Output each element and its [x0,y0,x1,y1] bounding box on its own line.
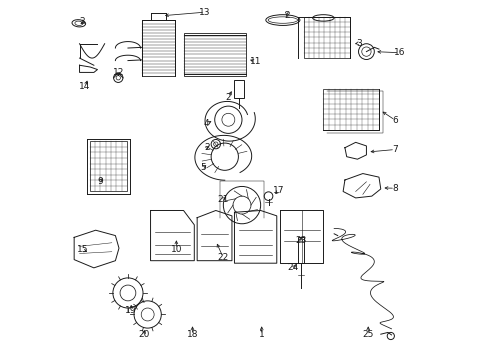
Text: 3: 3 [356,39,362,48]
Bar [233,80,244,98]
Bar [89,141,127,192]
Text: 11: 11 [249,57,261,66]
Bar [297,237,304,263]
Text: 15: 15 [77,246,88,255]
Text: 19: 19 [125,306,136,315]
Bar [142,21,174,76]
Text: 2: 2 [225,93,231,102]
Text: 21: 21 [217,194,228,203]
Text: 9: 9 [97,176,102,185]
Bar [323,89,378,130]
Text: 16: 16 [393,48,405,57]
Text: 5: 5 [200,163,206,172]
Text: 23: 23 [295,237,306,246]
Text: 2: 2 [284,10,289,19]
Text: 2: 2 [203,143,209,152]
Text: 4: 4 [203,119,209,128]
Bar [183,33,246,76]
Text: 6: 6 [391,116,397,125]
Text: 14: 14 [79,82,90,91]
Text: 20: 20 [138,330,149,339]
Text: 7: 7 [391,145,397,154]
Bar [303,17,349,58]
Text: 18: 18 [186,330,198,339]
Text: 1: 1 [258,330,264,339]
Text: 13: 13 [199,8,210,17]
Text: 8: 8 [391,184,397,193]
Text: 12: 12 [112,68,123,77]
Text: 17: 17 [272,186,284,195]
Text: 24: 24 [287,264,298,273]
Text: 22: 22 [217,253,228,262]
Text: 2: 2 [80,17,85,26]
Text: 10: 10 [170,245,182,254]
Text: 25: 25 [362,330,373,339]
